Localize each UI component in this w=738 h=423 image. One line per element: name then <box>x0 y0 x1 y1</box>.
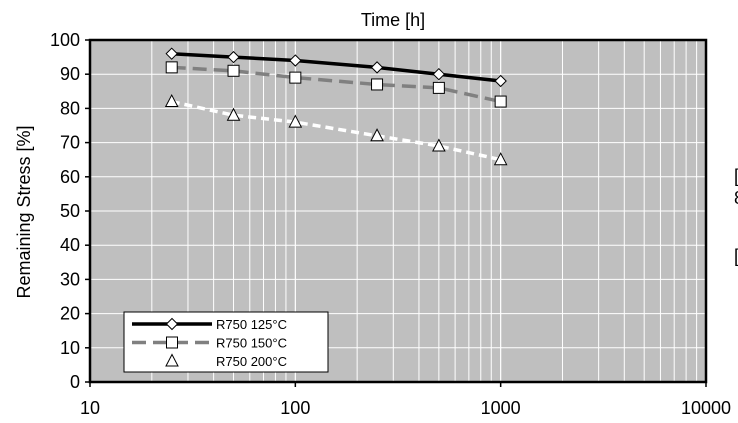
side-text: [ 8 [ <box>734 166 738 266</box>
series-line <box>171 51 501 83</box>
data-point <box>288 114 303 128</box>
data-point <box>370 128 384 142</box>
x-tick-label: 1000 <box>481 398 521 418</box>
data-point <box>432 138 446 152</box>
series-line <box>171 99 502 162</box>
data-point <box>494 95 507 108</box>
y-tick-label: 40 <box>60 235 80 255</box>
legend-item: R750 200°C <box>132 353 287 369</box>
y-tick-label: 20 <box>60 304 80 324</box>
data-point <box>227 50 240 64</box>
data-point <box>289 71 302 84</box>
legend-label: R750 150°C <box>216 336 287 351</box>
y-tick-label: 70 <box>60 133 80 153</box>
legend-item: R750 150°C <box>132 336 287 351</box>
data-point <box>432 67 446 81</box>
y-tick-label: 80 <box>60 98 80 118</box>
x-tick-label: 100 <box>280 398 310 418</box>
y-tick-label: 90 <box>60 64 80 84</box>
legend: R750 125°C R750 150°C R750 200°C <box>123 311 329 373</box>
series-2 <box>165 61 507 108</box>
series-line <box>171 65 502 104</box>
x-axis-title: Time [h] <box>361 10 425 30</box>
y-tick-label: 50 <box>60 201 80 221</box>
data-point <box>289 54 302 67</box>
legend-marker <box>165 353 179 367</box>
data-point <box>370 61 384 74</box>
data-point <box>164 93 179 108</box>
data-point <box>165 61 178 74</box>
y-tick-label: 10 <box>60 338 80 358</box>
data-point <box>227 64 240 77</box>
data-point <box>165 47 178 60</box>
legend-marker <box>165 317 179 331</box>
series-3 <box>164 93 508 166</box>
y-tick-labels: 0 10 20 30 40 50 60 70 80 90 100 <box>50 30 90 392</box>
side-text-fragment: [ <box>734 246 738 266</box>
data-point <box>432 81 445 94</box>
y-axis-title: Remaining Stress [%] <box>14 125 34 298</box>
legend-label: R750 200°C <box>216 354 287 369</box>
series-layer <box>164 47 508 166</box>
y-tick-label: 60 <box>60 167 80 187</box>
data-point <box>226 107 241 121</box>
data-point <box>493 152 508 166</box>
data-point <box>494 74 507 88</box>
x-tick-label: 10000 <box>681 398 731 418</box>
series-1 <box>165 47 507 88</box>
side-text-fragment: 8 <box>734 188 738 208</box>
legend-item: R750 125°C <box>132 317 287 332</box>
y-tick-label: 30 <box>60 269 80 289</box>
x-tick-labels: 10 100 1000 10000 <box>80 382 731 418</box>
legend-label: R750 125°C <box>216 317 287 332</box>
y-tick-label: 100 <box>50 30 80 50</box>
y-tick-label: 0 <box>70 372 80 392</box>
x-tick-label: 10 <box>80 398 100 418</box>
legend-marker <box>166 336 178 349</box>
side-text-fragment: [ <box>734 166 738 186</box>
data-point <box>371 78 384 91</box>
